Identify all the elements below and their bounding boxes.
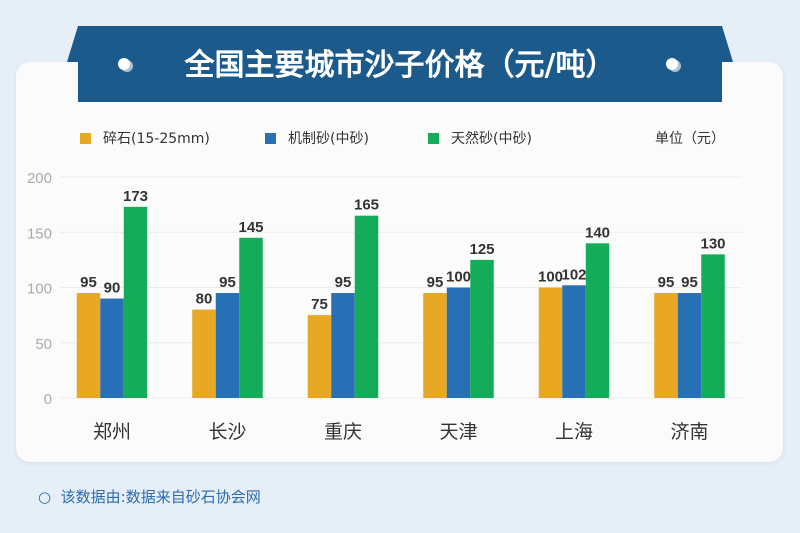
data-label: 80 — [196, 291, 213, 308]
legend-item-0: 碎石(15-25mm) — [80, 128, 210, 148]
x-tick-label: 重庆 — [324, 421, 362, 443]
x-tick-label: 济南 — [670, 421, 708, 443]
data-label: 95 — [335, 274, 352, 291]
data-label: 95 — [80, 274, 97, 291]
bar — [215, 293, 240, 398]
data-label: 100 — [538, 269, 563, 286]
data-label: 173 — [123, 188, 148, 205]
x-tick-label: 郑州 — [93, 421, 131, 443]
circle-icon: ○ — [38, 488, 52, 506]
bar — [354, 215, 379, 398]
bar — [446, 287, 471, 398]
bar — [654, 293, 678, 398]
bar — [538, 287, 563, 398]
bar — [331, 293, 355, 398]
y-tick-label: 50 — [35, 336, 52, 353]
x-tick-label: 长沙 — [208, 421, 246, 443]
data-label: 95 — [219, 274, 236, 291]
bar — [76, 293, 101, 398]
y-tick-label: 200 — [27, 170, 52, 187]
legend-swatch — [428, 132, 439, 144]
chart-title: 全国主要城市沙子价格（元/吨） — [78, 26, 722, 102]
data-label: 100 — [446, 269, 471, 286]
data-label: 75 — [311, 296, 328, 313]
bar — [701, 254, 725, 398]
bar — [100, 298, 124, 398]
legend-swatch — [265, 132, 276, 144]
legend-item-1: 机制砂(中砂) — [265, 128, 369, 148]
data-label: 95 — [658, 274, 675, 291]
data-label: 145 — [238, 219, 263, 236]
bar — [677, 293, 702, 398]
bar — [307, 315, 332, 398]
y-tick-label: 0 — [44, 391, 52, 408]
data-label: 95 — [427, 274, 444, 291]
data-label: 95 — [681, 274, 698, 291]
bar — [239, 237, 263, 398]
data-label: 102 — [561, 266, 586, 283]
y-tick-label: 150 — [27, 225, 52, 242]
footer-note: ○ 该数据由:数据来自砂石协会网 — [38, 486, 261, 507]
x-tick-label: 天津 — [439, 421, 477, 443]
x-tick-label: 上海 — [555, 421, 593, 443]
dot-icon — [118, 58, 130, 70]
bar — [192, 309, 216, 398]
y-tick-label: 100 — [27, 281, 52, 298]
dot-icon — [666, 58, 678, 70]
legend-swatch — [80, 132, 91, 144]
legend-item-2: 天然砂(中砂) — [428, 128, 532, 148]
data-label: 130 — [700, 235, 725, 252]
bar — [585, 243, 610, 398]
legend-label: 天然砂(中砂) — [451, 131, 532, 147]
unit-label: 单位（元） — [655, 131, 725, 147]
data-label: 125 — [469, 241, 494, 258]
legend-label: 碎石(15-25mm) — [103, 131, 210, 147]
data-label: 165 — [354, 197, 379, 214]
bar — [470, 259, 494, 398]
legend-label: 机制砂(中砂) — [288, 131, 369, 147]
bar — [562, 285, 586, 398]
footer-text: 该数据由:数据来自砂石协会网 — [60, 488, 261, 506]
data-label: 140 — [585, 224, 610, 241]
bar — [423, 293, 447, 398]
bar — [123, 206, 148, 398]
data-label: 90 — [104, 280, 121, 297]
